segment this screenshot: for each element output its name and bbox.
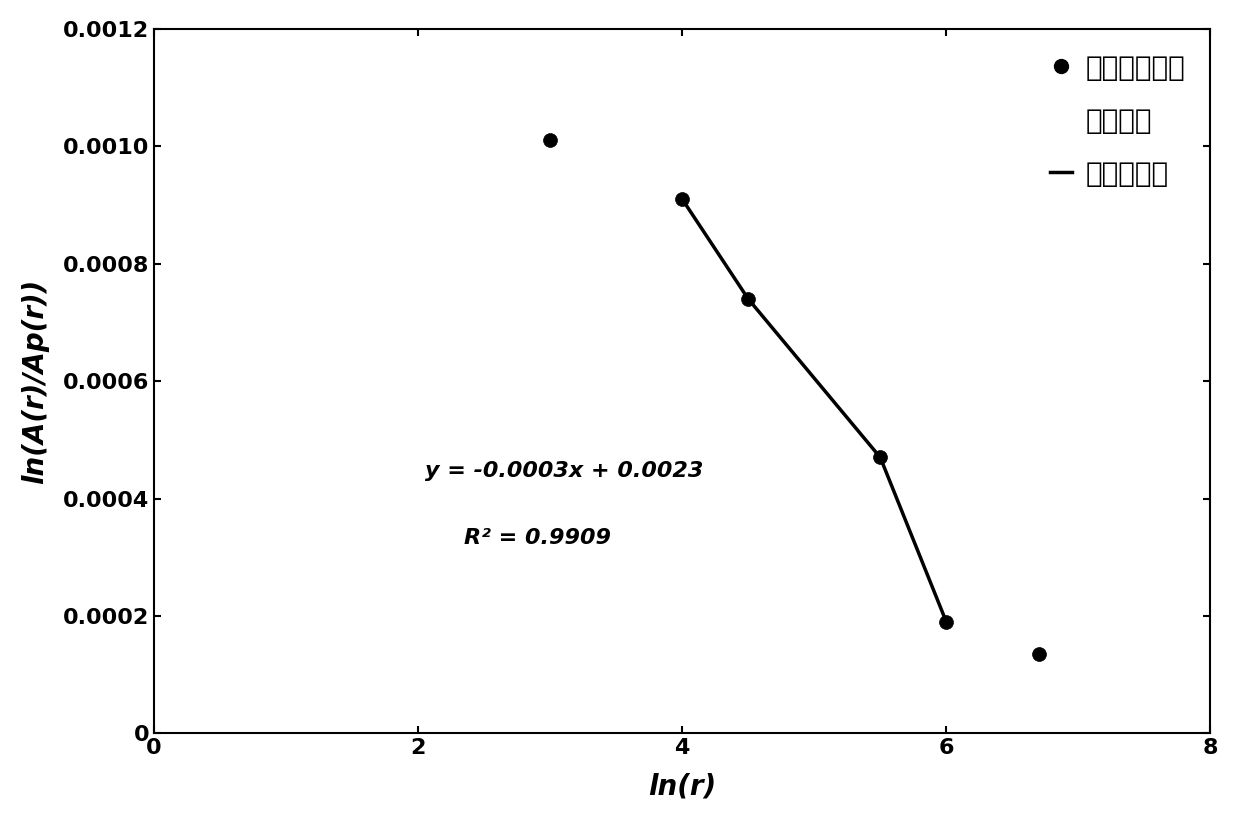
X-axis label: ln(r): ln(r) bbox=[648, 773, 716, 800]
Legend: 长江宜都河段, 无标度区, 一线性回归: 长江宜都河段, 无标度区, 一线性回归 bbox=[1038, 43, 1197, 199]
Y-axis label: ln(A(r)/Ap(r)): ln(A(r)/Ap(r)) bbox=[21, 278, 48, 484]
Text: y = -0.0003x + 0.0023: y = -0.0003x + 0.0023 bbox=[425, 461, 703, 481]
Text: R² = 0.9909: R² = 0.9909 bbox=[465, 528, 611, 548]
